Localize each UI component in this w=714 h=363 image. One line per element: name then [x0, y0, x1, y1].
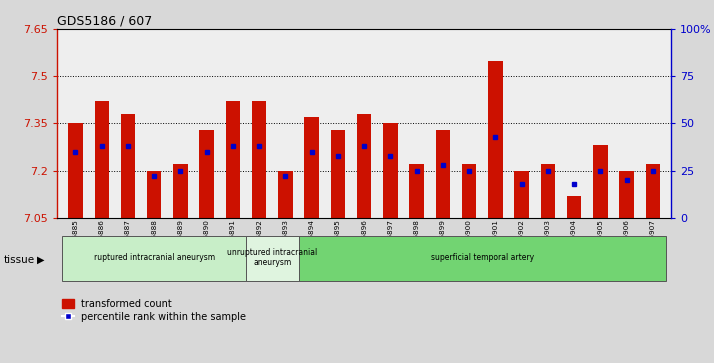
- Bar: [462, 164, 476, 218]
- Text: superficial temporal artery: superficial temporal artery: [431, 253, 534, 262]
- FancyBboxPatch shape: [62, 236, 246, 281]
- Bar: [304, 117, 319, 218]
- FancyBboxPatch shape: [246, 236, 298, 281]
- Bar: [174, 164, 188, 218]
- Bar: [331, 130, 345, 218]
- Bar: [226, 101, 240, 218]
- Bar: [436, 130, 450, 218]
- Text: GDS5186 / 607: GDS5186 / 607: [57, 15, 152, 28]
- Bar: [357, 114, 371, 218]
- Bar: [409, 164, 424, 218]
- Bar: [121, 114, 135, 218]
- Bar: [252, 101, 266, 218]
- Legend: transformed count, percentile rank within the sample: transformed count, percentile rank withi…: [62, 299, 246, 322]
- Text: ▶: ▶: [37, 254, 45, 265]
- Bar: [540, 164, 555, 218]
- Bar: [567, 196, 581, 218]
- Bar: [383, 123, 398, 218]
- FancyBboxPatch shape: [298, 236, 666, 281]
- Text: tissue: tissue: [4, 254, 35, 265]
- Bar: [593, 146, 608, 218]
- Text: ruptured intracranial aneurysm: ruptured intracranial aneurysm: [94, 253, 215, 262]
- Bar: [514, 171, 529, 218]
- Bar: [147, 171, 161, 218]
- Bar: [199, 130, 214, 218]
- Bar: [278, 171, 293, 218]
- Bar: [645, 164, 660, 218]
- Bar: [619, 171, 634, 218]
- Bar: [69, 123, 83, 218]
- Bar: [94, 101, 109, 218]
- Bar: [488, 61, 503, 218]
- Text: unruptured intracranial
aneurysm: unruptured intracranial aneurysm: [227, 248, 318, 268]
